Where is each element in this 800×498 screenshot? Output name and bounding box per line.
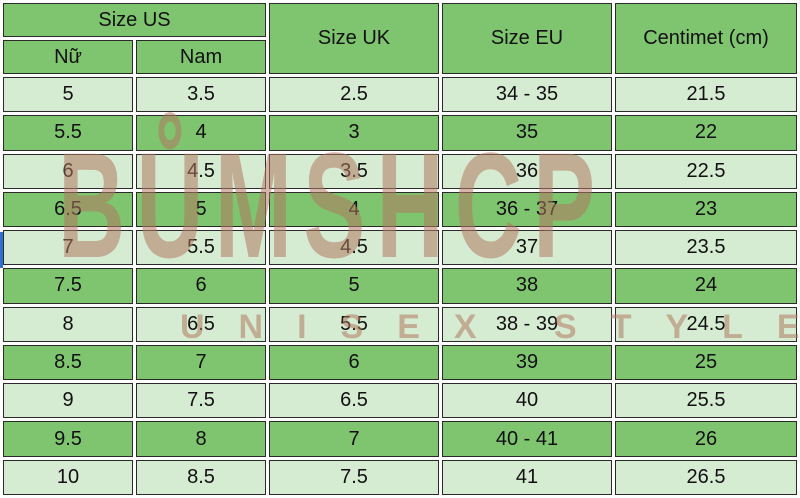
cell-uk: 6.5 (269, 383, 439, 419)
cell-men: 5.5 (136, 230, 266, 266)
cell-eu: 37 (442, 230, 612, 266)
cell-men: 7 (136, 344, 266, 381)
cell-eu: 35 (442, 115, 612, 151)
table-row: 5.5 4 3 35 22 (3, 115, 797, 151)
cell-eu: 40 - 41 (442, 421, 612, 457)
cell-women: 9 (3, 383, 133, 419)
cell-cm: 23.5 (615, 230, 797, 266)
cell-eu: 41 (442, 459, 612, 495)
cell-women: 6.5 (3, 191, 133, 228)
table-row: 5 3.5 2.5 34 - 35 21.5 (3, 77, 797, 113)
cell-uk: 4 (269, 191, 439, 228)
cell-men: 5 (136, 191, 266, 228)
cell-women: 7 (3, 230, 133, 266)
cell-cm: 22 (615, 115, 797, 151)
cell-eu: 38 - 39 (442, 306, 612, 342)
table-row: 8 6.5 5.5 38 - 39 24.5 (3, 306, 797, 342)
cell-cm: 26 (615, 421, 797, 457)
cell-eu: 40 (442, 383, 612, 419)
cell-men: 7.5 (136, 383, 266, 419)
cell-uk: 6 (269, 344, 439, 381)
cell-women: 8 (3, 306, 133, 342)
table-row: 10 8.5 7.5 41 26.5 (3, 459, 797, 495)
table-row: 9.5 8 7 40 - 41 26 (3, 421, 797, 457)
cell-eu: 34 - 35 (442, 77, 612, 113)
cell-cm: 24 (615, 268, 797, 304)
cell-cm: 23 (615, 191, 797, 228)
table-row: 6 4.5 3.5 36 22.5 (3, 153, 797, 189)
cell-women: 10 (3, 459, 133, 495)
table-row: 6.5 5 4 36 - 37 23 (3, 191, 797, 228)
header-size-uk: Size UK (269, 3, 439, 74)
header-men: Nam (136, 40, 266, 74)
cell-uk: 3.5 (269, 153, 439, 189)
cell-cm: 25 (615, 344, 797, 381)
cell-women: 5.5 (3, 115, 133, 151)
cell-cm: 21.5 (615, 77, 797, 113)
header-women: Nữ (3, 40, 133, 74)
cell-women: 6 (3, 153, 133, 189)
cell-uk: 7 (269, 421, 439, 457)
cell-men: 4 (136, 115, 266, 151)
cell-uk: 4.5 (269, 230, 439, 266)
cell-men: 8 (136, 421, 266, 457)
cell-eu: 39 (442, 344, 612, 381)
cell-cm: 26.5 (615, 459, 797, 495)
table-row: 8.5 7 6 39 25 (3, 344, 797, 381)
header-size-us: Size US (3, 3, 266, 37)
cell-cm: 25.5 (615, 383, 797, 419)
cell-uk: 5.5 (269, 306, 439, 342)
cell-cm: 22.5 (615, 153, 797, 189)
cell-eu: 36 (442, 153, 612, 189)
header-size-eu: Size EU (442, 3, 612, 74)
table-row: 7 5.5 4.5 37 23.5 (3, 230, 797, 266)
cell-men: 6 (136, 268, 266, 304)
text-cursor-mark (0, 232, 3, 268)
cell-men: 3.5 (136, 77, 266, 113)
cell-uk: 3 (269, 115, 439, 151)
cell-men: 8.5 (136, 459, 266, 495)
cell-eu: 36 - 37 (442, 191, 612, 228)
table-row: 9 7.5 6.5 40 25.5 (3, 383, 797, 419)
cell-men: 4.5 (136, 153, 266, 189)
cell-eu: 38 (442, 268, 612, 304)
cell-cm: 24.5 (615, 306, 797, 342)
cell-uk: 5 (269, 268, 439, 304)
cell-uk: 2.5 (269, 77, 439, 113)
cell-uk: 7.5 (269, 459, 439, 495)
cell-women: 9.5 (3, 421, 133, 457)
cell-women: 5 (3, 77, 133, 113)
header-centimet: Centimet (cm) (615, 3, 797, 74)
cell-women: 7.5 (3, 268, 133, 304)
table-row: 7.5 6 5 38 24 (3, 268, 797, 304)
cell-women: 8.5 (3, 344, 133, 381)
cell-men: 6.5 (136, 306, 266, 342)
